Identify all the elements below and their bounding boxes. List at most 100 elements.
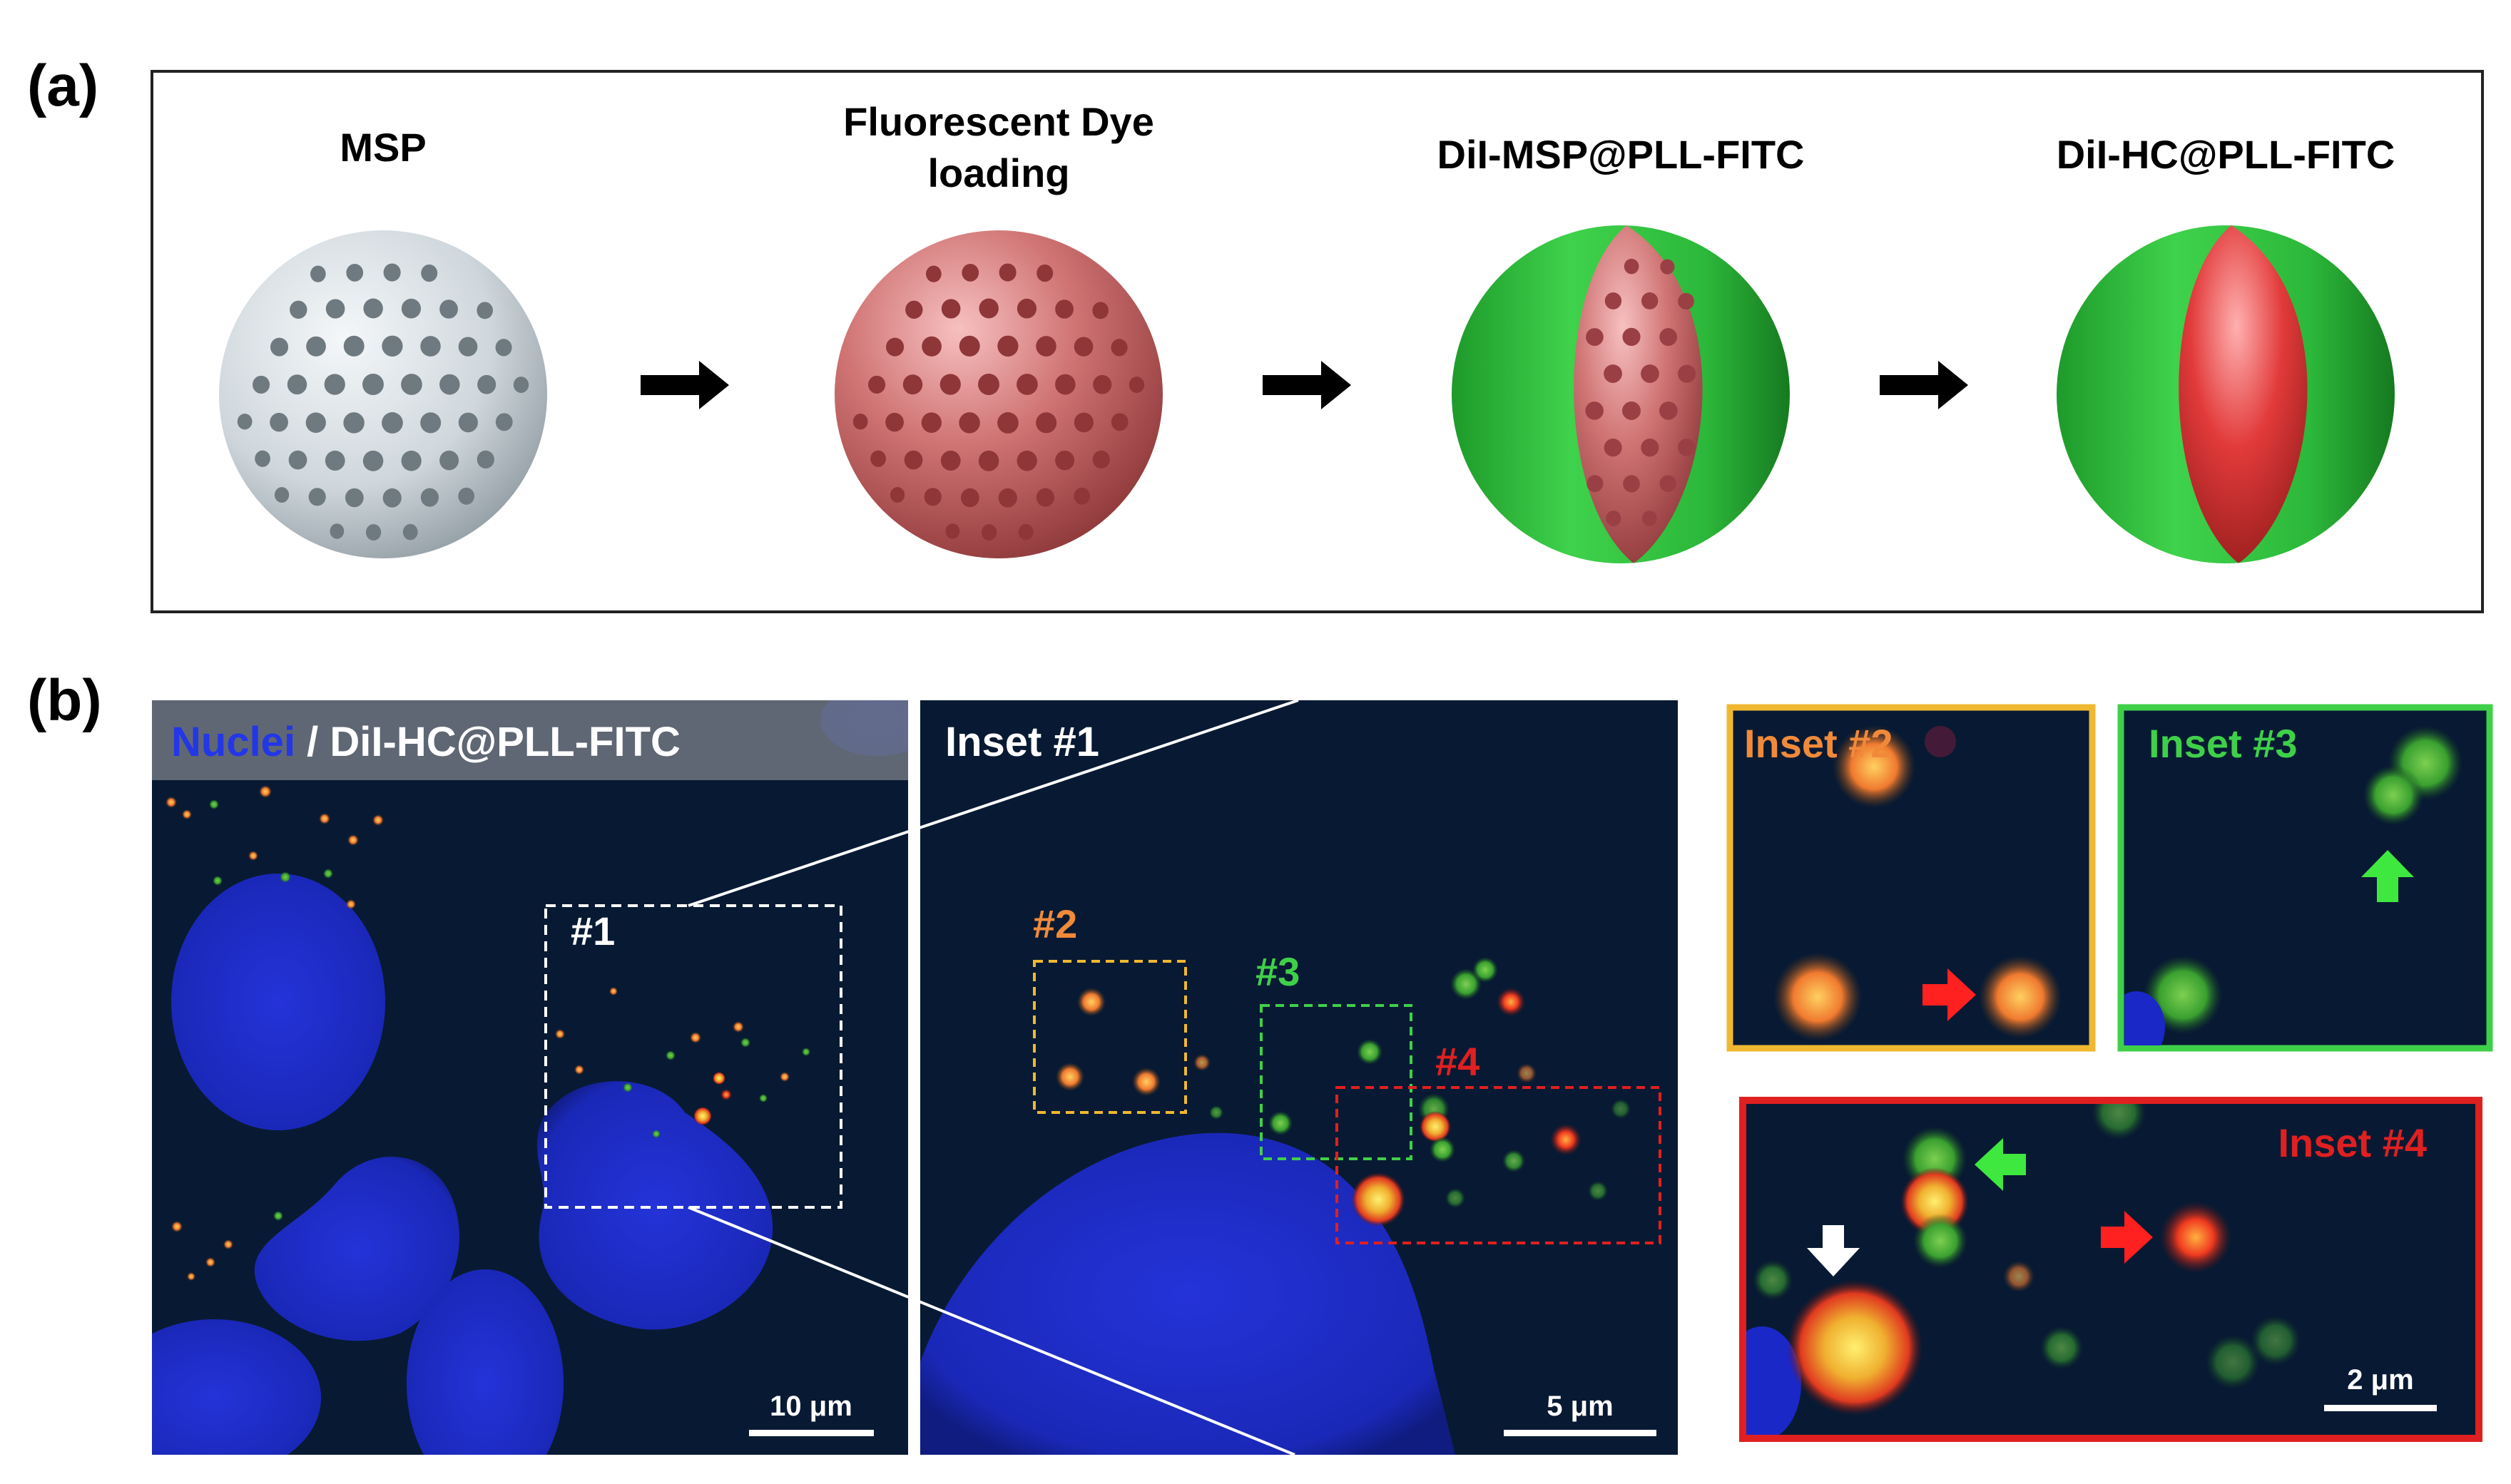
fluorescent-particle	[1497, 988, 1525, 1016]
pore-dot	[941, 299, 961, 319]
pore-dot	[253, 375, 270, 394]
fluorescent-particle	[259, 785, 272, 798]
arrow-3	[1880, 361, 1968, 409]
pore-dot	[401, 450, 422, 471]
pore-dot	[960, 488, 979, 508]
scale-label-2um: 2 μm	[2347, 1364, 2413, 1396]
pore-dot	[1659, 328, 1678, 347]
pore-dot	[1055, 300, 1074, 319]
green-arrow	[1975, 1138, 2026, 1191]
inset-2-box-label: #2	[1033, 901, 1077, 946]
pore-dot	[287, 374, 307, 395]
fluorescent-particle	[1357, 1039, 1382, 1065]
fluorescent-particle	[1472, 957, 1498, 983]
red-arrow	[2101, 1211, 2153, 1264]
fluorescent-particle	[690, 1032, 701, 1043]
pore-dot	[1074, 337, 1094, 357]
fluorescent-particle	[1056, 1063, 1084, 1091]
pore-dot	[330, 523, 345, 539]
pore-dot	[477, 450, 494, 469]
pore-dot	[362, 374, 384, 395]
pore-dot	[420, 488, 439, 507]
pore-dot	[288, 450, 307, 470]
red-arrow	[1922, 968, 1976, 1021]
fluorescent-particle	[574, 1065, 584, 1075]
pore-dot	[458, 337, 478, 357]
step-3-title: DiI-MSP@PLL-FITC	[1437, 132, 1805, 177]
fluorescent-particle	[740, 1038, 750, 1048]
pore-dot	[1622, 327, 1641, 347]
pore-dot	[363, 298, 383, 319]
pore-dot	[439, 374, 460, 395]
fluorescent-particle	[1611, 1099, 1631, 1119]
step-2-title-line-1: Fluorescent Dye	[843, 99, 1154, 144]
fluorescent-particle	[713, 1072, 725, 1085]
fluorescent-particle	[693, 1107, 712, 1125]
inset-3-title: Inset #3	[2149, 721, 2298, 766]
pore-dot	[885, 412, 904, 432]
pore-dot	[998, 488, 1017, 508]
pore-dot	[1623, 475, 1640, 493]
pore-dot	[1092, 302, 1109, 319]
fluorescent-particle	[372, 814, 384, 826]
fluorescent-particle	[1132, 1068, 1161, 1096]
pore-dot	[979, 298, 999, 319]
zoom-line-bottom	[688, 1206, 1295, 1456]
pore-dot	[1111, 413, 1129, 431]
fluorescent-particle	[273, 1211, 283, 1221]
pore-dot	[997, 412, 1019, 434]
scale-label-10um: 10 μm	[770, 1391, 852, 1422]
pore-dot	[1036, 412, 1057, 434]
pore-dot	[383, 263, 401, 282]
fluorescent-particle	[209, 799, 219, 809]
pore-dot	[981, 524, 997, 541]
msp-sphere	[219, 230, 547, 558]
arrow-2	[1263, 361, 1351, 409]
inset-1-micrograph: Inset #1 #2 #3 #4 5 μm	[920, 700, 1678, 1455]
pore-dot	[495, 413, 513, 431]
pore-dot	[940, 450, 961, 471]
pore-dot	[1093, 374, 1112, 394]
fluorescent-particle	[1268, 1111, 1293, 1135]
pore-dot	[382, 335, 403, 357]
pore-dot	[959, 335, 980, 357]
fluorescent-particle	[1430, 1137, 1455, 1162]
fluorescent-particle	[1550, 1124, 1582, 1155]
main-title: Nuclei / DiI-HC@PLL-FITC	[171, 719, 681, 765]
step-4-title: DiI-HC@PLL-FITC	[2057, 132, 2395, 177]
pore-dot	[324, 374, 345, 395]
pore-dot	[325, 450, 345, 471]
pore-dot	[365, 524, 382, 541]
pore-dot	[922, 336, 942, 357]
inset-4-micrograph: Inset #4 2 μm	[1739, 1097, 2482, 1442]
pore-dot	[1641, 292, 1659, 309]
pore-dot	[1018, 523, 1034, 541]
pore-dot	[270, 412, 288, 432]
fluorescent-particle	[182, 809, 192, 819]
pore-dot	[1604, 438, 1622, 457]
pore-dot	[1641, 364, 1659, 383]
fluorescent-particle	[1445, 1188, 1465, 1208]
pore-dot	[237, 413, 253, 430]
scale-bar-2um	[2324, 1405, 2437, 1411]
main-title-bar	[152, 700, 908, 780]
pore-dot	[924, 488, 942, 506]
inset-2-micrograph: Inset #2	[1726, 704, 2096, 1052]
pore-dot	[1659, 401, 1678, 420]
fluorescent-particle	[609, 987, 618, 996]
fluorescent-particle	[171, 1221, 183, 1232]
step-2-title-line-2: loading	[927, 150, 1069, 195]
pore-dot	[270, 337, 289, 357]
pore-dot	[290, 300, 307, 319]
pore-dot	[382, 412, 403, 434]
pore-dot	[926, 265, 942, 282]
main-micrograph: Nuclei / DiI-HC@PLL-FITC #1 10 μm	[152, 700, 908, 1455]
pore-dot	[343, 412, 365, 434]
nucleus	[407, 1269, 564, 1455]
title-nuclei: Nuclei	[171, 719, 295, 765]
pore-dot	[999, 263, 1017, 282]
nucleus	[536, 1081, 773, 1330]
title-separator: /	[295, 719, 330, 765]
pore-dot	[513, 377, 529, 394]
pore-dot	[1659, 475, 1676, 493]
